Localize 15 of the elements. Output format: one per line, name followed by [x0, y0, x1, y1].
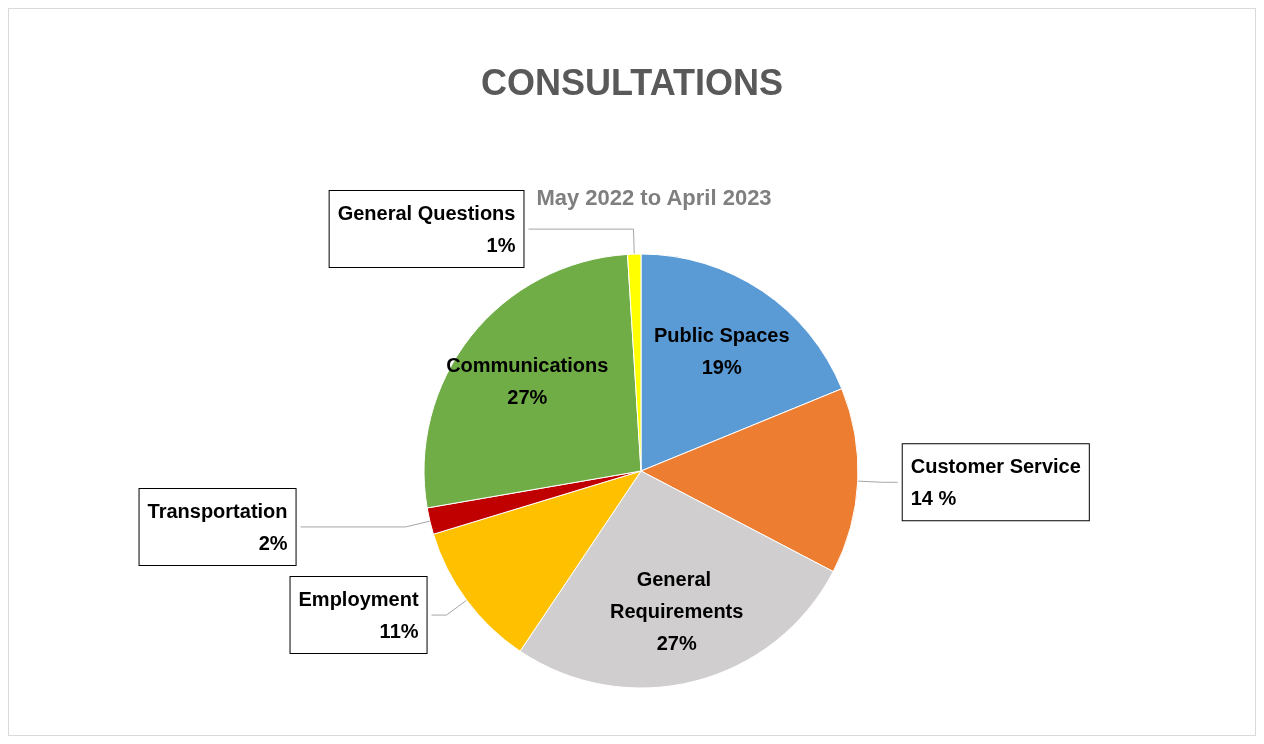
data-label: 1% — [486, 234, 516, 257]
slice-label: Transportation — [147, 499, 288, 522]
data-label: 27% — [656, 632, 697, 655]
data-label: 11% — [379, 620, 419, 643]
data-label: 27% — [507, 386, 548, 409]
data-label: 19% — [701, 355, 742, 378]
slice-label: General Questions — [337, 202, 516, 225]
slice-label: Public Spaces — [653, 323, 790, 346]
slice-label: Employment — [298, 588, 419, 611]
data-label: 2% — [258, 531, 288, 554]
chart-title: CONSULTATIONS — [481, 61, 783, 103]
slice-label: Customer Service — [910, 455, 1081, 478]
data-label: 14 % — [910, 487, 957, 510]
chart-subtitle: May 2022 to April 2023 — [536, 184, 772, 210]
slice-label: General Requirements — [610, 568, 744, 623]
